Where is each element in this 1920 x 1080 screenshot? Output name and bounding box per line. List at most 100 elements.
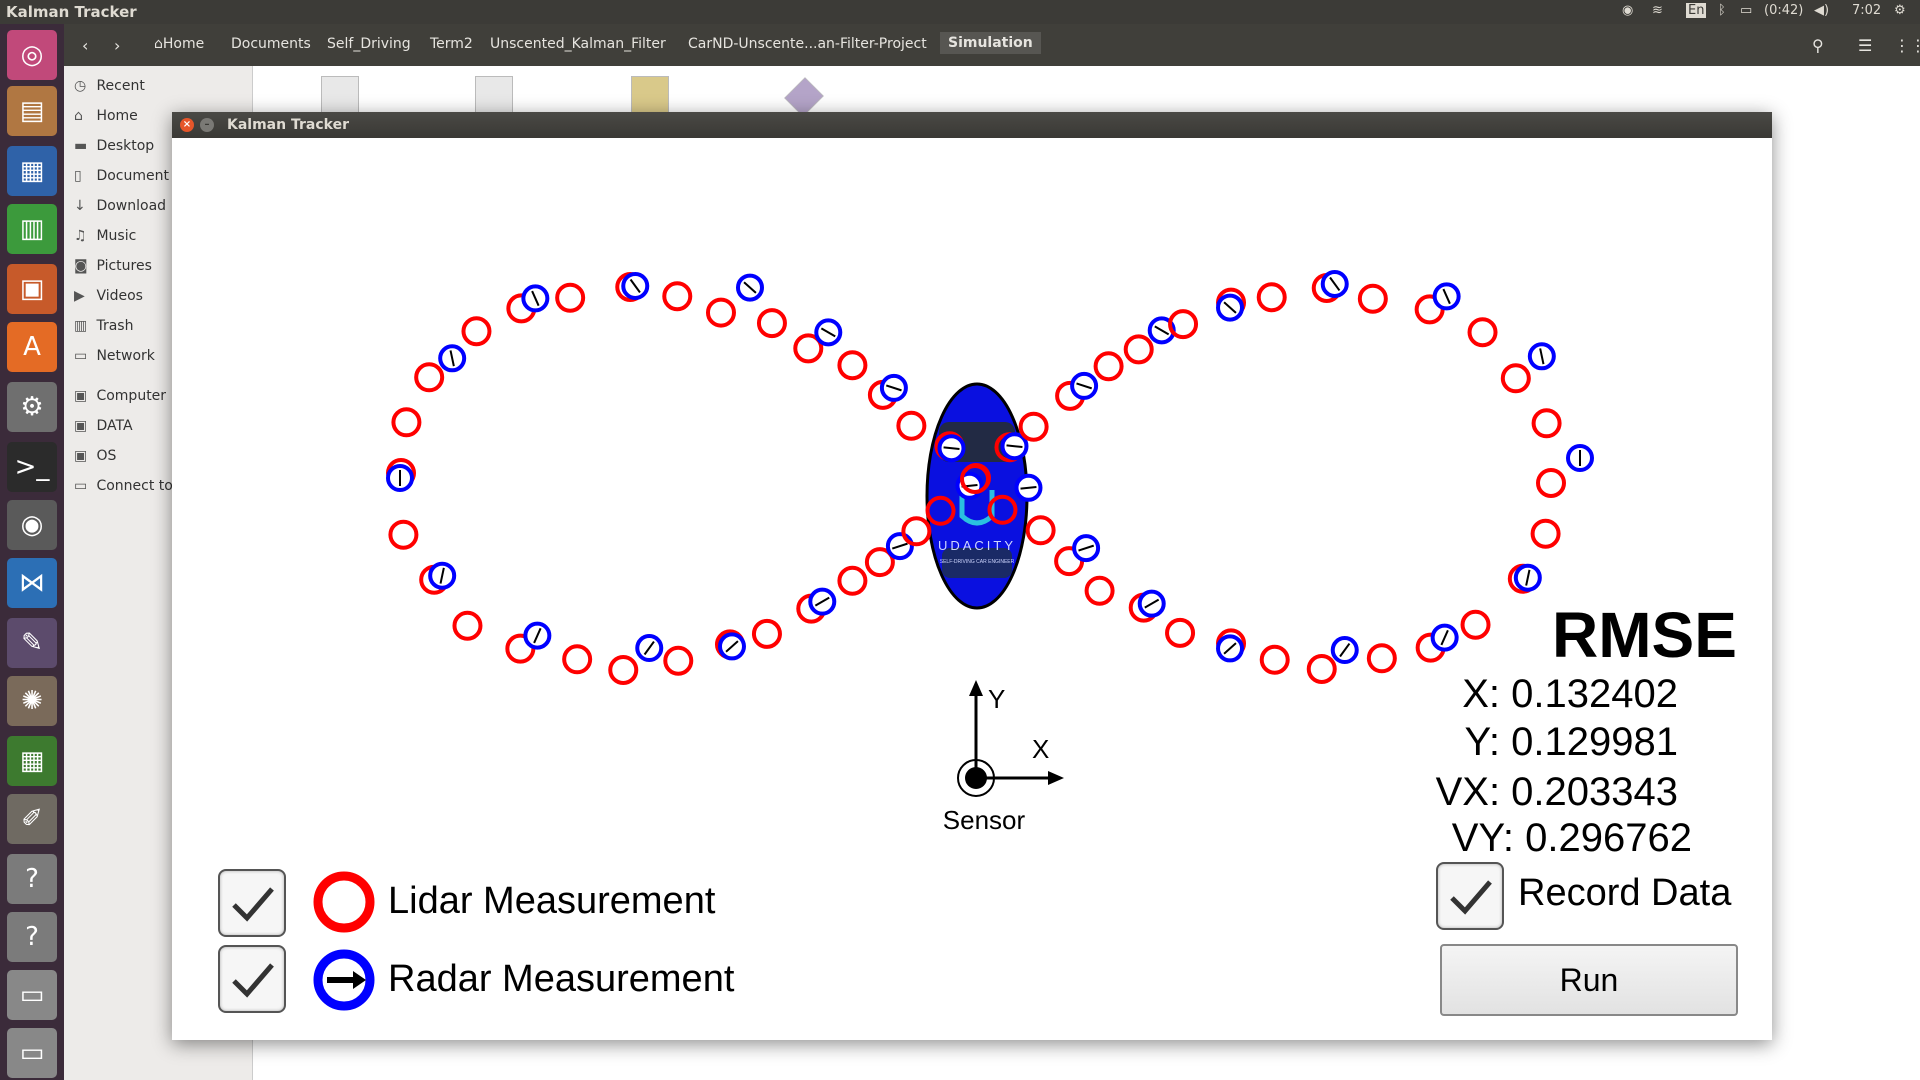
breadcrumb-home[interactable]: ⌂Home [154,36,205,52]
inkscape-icon[interactable]: ✎ [7,618,57,668]
sidebar-item-documents[interactable]: ▯ Document [74,168,169,184]
unknown-app-icon-1[interactable]: ? [7,854,57,904]
breadcrumb-term2[interactable]: Term2 [430,36,473,52]
radar-checkbox[interactable] [218,945,286,1013]
terminal-icon[interactable]: >_ [7,442,57,492]
lidar-marker [391,407,422,438]
sidebar-item-computer[interactable]: ▣ Computer [74,388,167,404]
list-view-icon[interactable]: ☰ [1858,36,1873,55]
lidar-marker [1467,317,1498,348]
wifi-icon[interactable]: ≋ [1652,3,1663,18]
lidar-marker [1259,644,1290,675]
car-brand: UDACITY [938,538,1016,553]
drive-icon: ▣ [74,448,88,464]
camera-icon: ◙ [74,258,88,274]
unknown-app-icon-2[interactable]: ? [7,912,57,962]
lidar-marker [1366,643,1397,674]
x-axis-label: X [1032,734,1049,764]
music-icon: ♫ [74,228,87,244]
breadcrumb-ukf[interactable]: Unscented_Kalman_Filter [490,36,666,52]
clock-icon: ◷ [74,78,87,94]
trash-icon[interactable]: ▭ [7,1028,57,1078]
ubuntu-dash-icon[interactable]: ◎ [7,30,57,80]
bluetooth-icon[interactable]: ᛒ [1718,3,1726,18]
lidar-marker [1256,282,1287,313]
sidebar-item-home[interactable]: ⌂ Home [74,108,138,124]
breadcrumb-self-driving[interactable]: Self_Driving [327,36,411,52]
volume-icon[interactable]: ◀) [1814,3,1830,18]
lidar-marker [987,494,1018,525]
lidar-marker [1025,515,1056,546]
radar-direction-arrow [531,290,540,307]
radar-direction-arrow [1339,642,1351,658]
file-icon[interactable] [321,76,359,118]
rmse-title: RMSE [1552,599,1737,671]
sidebar-item-os[interactable]: ▣ OS [74,448,117,464]
drive-icon[interactable]: ▭ [7,970,57,1020]
lidar-checkbox[interactable] [218,869,286,937]
close-icon[interactable]: × [180,118,194,132]
battery-time[interactable]: (0:42) [1764,3,1804,18]
sidebar-item-desktop[interactable]: ▬ Desktop [74,138,155,154]
forward-icon[interactable]: › [114,36,121,55]
check-icon [232,887,274,922]
text-editor-icon[interactable]: ✐ [7,794,57,844]
writer-icon[interactable]: ▦ [7,146,57,196]
radar-direction-arrow [743,281,757,294]
drive-icon: ▣ [74,418,88,434]
breadcrumb-documents[interactable]: Documents [231,36,311,52]
lidar-marker [1018,411,1049,442]
radar-direction-arrow [1223,642,1237,655]
file-icon[interactable] [475,76,513,118]
lidar-marker [1460,609,1491,640]
chrome-icon[interactable]: ◉ [7,500,57,550]
lidar-marker [1165,617,1196,648]
impress-icon[interactable]: ▣ [7,264,57,314]
lidar-marker [1168,309,1199,340]
grid-view-icon[interactable]: ⋮⋮ [1894,36,1920,55]
workspace-switcher-icon[interactable]: ▦ [7,736,57,786]
sidebar-item-videos[interactable]: ▶ Videos [74,288,143,304]
back-icon[interactable]: ‹ [82,36,89,55]
software-center-icon[interactable]: A [7,322,57,372]
battery-icon[interactable]: ▭ [1740,3,1753,18]
vscode-icon[interactable]: ⋈ [7,558,57,608]
radar-direction-arrow [725,640,739,653]
system-settings-icon[interactable]: ⚙ [7,382,57,432]
lidar-marker [1531,408,1562,439]
rmse-x: X: 0.132402 [1462,672,1678,716]
idea-icon[interactable]: ✺ [7,676,57,726]
calc-icon[interactable]: ▥ [7,204,57,254]
keyboard-indicator[interactable]: En [1686,3,1707,18]
sidebar-item-music[interactable]: ♫ Music [74,228,137,244]
active-window-title: Kalman Tracker [6,3,137,21]
window-titlebar[interactable]: × – Kalman Tracker [172,112,1772,138]
sidebar-item-recent[interactable]: ◷ Recent [74,78,145,94]
sidebar-item-connect[interactable]: ▭ Connect to [74,478,173,494]
package-icon[interactable] [784,77,824,117]
sidebar-item-downloads[interactable]: ↓ Download [74,198,167,214]
run-button[interactable]: Run [1440,944,1738,1016]
settings-gear-icon[interactable]: ⚙ [1894,3,1906,18]
sidebar-item-pictures[interactable]: ◙ Pictures [74,258,152,274]
radar-direction-arrow [1442,288,1451,305]
location-icon[interactable]: ◉ [1622,3,1634,18]
x-axis-arrow [1048,771,1064,785]
search-icon[interactable]: ⚲ [1812,36,1824,55]
breadcrumb-simulation[interactable]: Simulation [940,32,1041,54]
radar-direction-arrow [1223,301,1237,314]
breadcrumb-project[interactable]: CarND-Unscente...an-Filter-Project [688,36,927,52]
sidebar-item-trash[interactable]: ▥ Trash [74,318,134,334]
sidebar-item-data[interactable]: ▣ DATA [74,418,133,434]
lidar-marker [663,645,694,676]
minimize-icon[interactable]: – [200,118,214,132]
sensor-axes: Y X Sensor [943,680,1064,835]
measurement-plot: UDACITY SELF-DRIVING CAR ENGINEER Y X Se… [313,269,1594,1011]
lidar-marker [1306,654,1337,685]
clock[interactable]: 7:02 [1852,3,1882,18]
record-data-checkbox[interactable] [1436,862,1504,930]
sidebar-item-network[interactable]: ▭ Network [74,348,155,364]
files-icon[interactable]: ▤ [7,86,57,136]
sensor-ring [957,759,995,797]
lidar-marker [1357,283,1388,314]
